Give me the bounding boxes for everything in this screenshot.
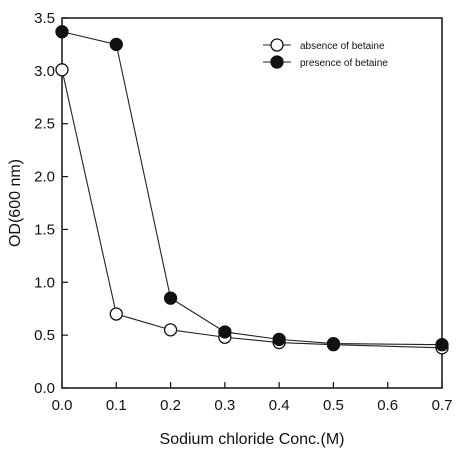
data-point	[272, 332, 286, 347]
x-tick-label: 0.5	[323, 397, 344, 414]
y-axis-ticks: 0.0 0.5 1.0 1.5 2.0 2.5 3.0 3.5	[34, 10, 68, 397]
legend-label: absence of betaine	[300, 41, 385, 52]
x-axis-ticks: 0.0 0.1 0.2 0.3 0.4 0.5 0.6 0.7	[52, 382, 453, 414]
legend-marker	[270, 38, 284, 52]
x-axis-label: Sodium chloride Conc.(M)	[160, 431, 345, 448]
x-tick-label: 0.7	[432, 397, 453, 414]
data-point	[326, 336, 341, 351]
y-tick-label: 3.0	[34, 63, 55, 80]
data-point	[55, 63, 69, 77]
y-tick-label: 2.0	[34, 169, 55, 186]
x-tick-label: 0.4	[269, 397, 290, 414]
y-tick-label: 1.5	[34, 221, 55, 238]
series-line-0	[61, 69, 443, 349]
x-tick-label: 0.2	[160, 397, 181, 414]
y-axis-label: OD(600 nm)	[7, 159, 24, 247]
x-tick-label: 0.3	[214, 397, 235, 414]
data-point	[109, 307, 123, 321]
series-line-1	[61, 31, 443, 346]
data-point	[163, 323, 178, 337]
y-tick-label: 0.5	[34, 327, 55, 344]
data-point	[435, 338, 449, 352]
data-point	[163, 291, 178, 305]
y-tick-label: 3.5	[34, 10, 55, 27]
series-layer	[55, 25, 449, 355]
legend-label: presence of betaine	[300, 58, 388, 69]
y-tick-label: 1.0	[34, 274, 55, 291]
plot-frame	[61, 17, 443, 389]
x-tick-label: 0.6	[377, 397, 398, 414]
legend: absence of betaine presence of betaine	[263, 38, 388, 69]
y-tick-label: 2.5	[34, 116, 55, 133]
x-tick-label: 0.1	[106, 397, 127, 414]
data-point	[55, 25, 69, 39]
y-tick-label: 0.0	[34, 380, 55, 397]
x-tick-label: 0.0	[52, 397, 73, 414]
data-point	[218, 325, 232, 339]
legend-marker	[270, 55, 284, 69]
data-point	[109, 37, 123, 52]
